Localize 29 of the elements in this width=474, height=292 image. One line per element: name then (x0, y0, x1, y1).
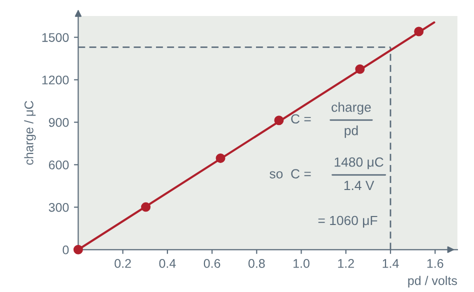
point (414, 26, 424, 36)
annotation: = 1060 μF (318, 216, 378, 228)
y-tick-label: 0 (62, 245, 69, 254)
y-axis-title: charge / μC (24, 100, 36, 165)
x-tick-label: 0.4 (159, 259, 176, 268)
point (274, 116, 284, 126)
x-tick-label: 1.6 (427, 259, 444, 268)
point (216, 153, 226, 163)
x-tick-label: 1.2 (338, 259, 354, 268)
annotation: charge (332, 102, 371, 114)
annotation: C = (291, 114, 311, 124)
annotation: pd (344, 126, 358, 138)
point (73, 244, 83, 254)
x-tick-label: 0.2 (114, 259, 131, 268)
x-tick-label: 1.4 (382, 259, 399, 268)
point (141, 202, 151, 212)
y-tick-label: 1200 (42, 76, 69, 84)
x-tick-label: 0.6 (204, 259, 220, 268)
y-tick-label: 600 (48, 160, 69, 170)
text: 1.0 (294, 259, 310, 268)
annotation: 1480 μC (334, 157, 384, 170)
y-tick-label: 900 (48, 118, 69, 127)
x-axis-title: pd / volts (408, 276, 457, 288)
x-tick-label: 0.8 (248, 259, 265, 268)
annotation: 1.4 V (344, 180, 374, 190)
y-tick-label: 300 (48, 202, 69, 212)
y-tick-label: 1500 (42, 33, 69, 42)
annotation: so C = (270, 169, 311, 178)
point (355, 64, 365, 74)
